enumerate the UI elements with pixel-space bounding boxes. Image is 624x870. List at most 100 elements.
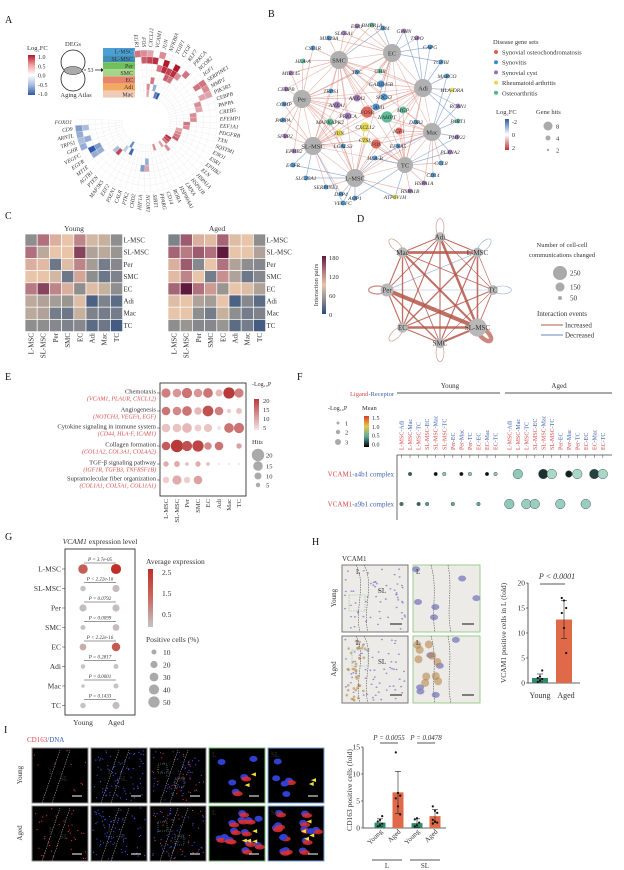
enrichment-dot: [237, 462, 241, 466]
plot-title: VCAM1 expression level: [63, 537, 138, 546]
heatmap-cell: [253, 270, 266, 284]
nucleus: [349, 681, 352, 684]
dna-signal: [192, 824, 194, 826]
size-tick: 20: [163, 661, 171, 670]
cd163-signal: [34, 813, 37, 815]
y-tick-label: 5: [356, 797, 360, 806]
size-marker: [151, 649, 157, 655]
nucleus: [352, 691, 355, 694]
p-value: P = 0.0099: [88, 617, 112, 622]
gene-label: CXCL12: [148, 28, 155, 48]
dna-signal: [188, 840, 190, 842]
lining-boundary: [169, 749, 189, 804]
dna-signal: [125, 793, 127, 795]
cd163-cell: [302, 812, 313, 818]
gene-label: PART1: [449, 119, 465, 125]
column-label: EC-TC: [494, 433, 500, 450]
dna-signal: [138, 751, 140, 753]
ring-grid-cell: [169, 118, 177, 122]
gene-node: [421, 180, 427, 186]
data-point: [381, 822, 384, 825]
lining-boundary: [100, 807, 120, 862]
heatmap-cell: [110, 245, 123, 259]
cd163-signal: [195, 784, 197, 786]
nucleus: [364, 668, 367, 671]
gene-label: PPARG: [158, 192, 168, 211]
cd163-signal: [159, 842, 162, 844]
gene-label: SERPINE1: [314, 185, 339, 191]
cd163-cell: [245, 842, 256, 848]
gene-label: CD14: [426, 172, 439, 179]
dna-signal: [166, 775, 168, 777]
dna-signal: [161, 848, 164, 850]
region-label: SL: [119, 833, 127, 841]
row-label: TC: [124, 322, 133, 330]
gene-node: [288, 70, 294, 76]
gene-node: [455, 118, 461, 124]
panel-letter: A: [5, 15, 13, 26]
cell-node: [383, 44, 401, 62]
arrowhead-icon: [300, 829, 306, 834]
dna-signal: [180, 787, 183, 789]
dna-signal: [111, 820, 113, 822]
dna-signal: [142, 772, 144, 775]
term-genes: (CD44, HLA-F, ICAM1): [98, 431, 156, 438]
interaction-dot: [425, 501, 430, 507]
separator: -: [451, 440, 457, 442]
ligand: Per: [459, 442, 465, 450]
column-label: L-MSC-Mac: [516, 419, 522, 450]
interaction-dot: [538, 468, 549, 480]
dna-signal: [165, 820, 167, 822]
dna-signal: [106, 787, 108, 789]
enrichment-dot: [204, 442, 212, 450]
heatmap-cell: [97, 258, 111, 271]
heatmap-cell: [228, 294, 242, 308]
p-tick: 1: [345, 420, 348, 427]
enrichment-dot: [195, 461, 201, 467]
expression-dot-young: [79, 604, 87, 612]
interaction-edge: [477, 252, 494, 291]
nucleus: [398, 568, 401, 570]
data-point: [396, 805, 400, 808]
colorbar-tick: -1.0: [38, 92, 48, 98]
nucleus: [217, 759, 226, 766]
heatmap-cell: [192, 258, 205, 271]
dna-signal: [187, 791, 190, 793]
dna-signal: [189, 771, 191, 774]
gene-node: [447, 149, 453, 155]
dna-signal: [120, 809, 122, 811]
ring-grid-cell: [138, 177, 145, 186]
heatmap-cell: [216, 282, 230, 296]
dna-signal: [119, 797, 122, 799]
expression-dot-aged: [112, 584, 120, 593]
cd163-signal: [33, 754, 35, 756]
separator: -: [417, 430, 423, 432]
cell-node: [435, 232, 445, 242]
enrichment-dot: [236, 408, 242, 414]
ligand-receptor-header: Ligand-Receptor: [350, 391, 395, 398]
ihc-image: [412, 564, 481, 633]
dna-signal: [142, 750, 144, 752]
heatmap-cell: [240, 270, 254, 284]
dna-signal: [153, 783, 155, 785]
gene-label: SIRT1: [151, 194, 159, 209]
ligand: L-MSC: [417, 432, 423, 450]
nucleus: [395, 593, 398, 596]
column-label: Mac: [244, 333, 252, 345]
log2fc-cell: [146, 83, 151, 91]
region-label: L: [212, 809, 216, 817]
y-tick-label: 15: [518, 604, 526, 613]
vcam1-stain: [414, 655, 423, 664]
cd163-signal: [191, 809, 194, 812]
term-label: Supramolecular fiber organization: [67, 476, 157, 483]
column-label: L-MSC-TC: [417, 422, 423, 450]
legend-title: Hits: [252, 439, 263, 446]
heatmap-cell: [85, 306, 99, 320]
dna-signal: [182, 777, 184, 779]
heatmap-cell: [49, 233, 62, 247]
enrichment-dot: [161, 423, 171, 433]
gene-node: [280, 117, 286, 123]
heatmap-cell: [179, 282, 193, 296]
nucleus: [416, 684, 425, 691]
interaction-edge: [386, 252, 404, 291]
